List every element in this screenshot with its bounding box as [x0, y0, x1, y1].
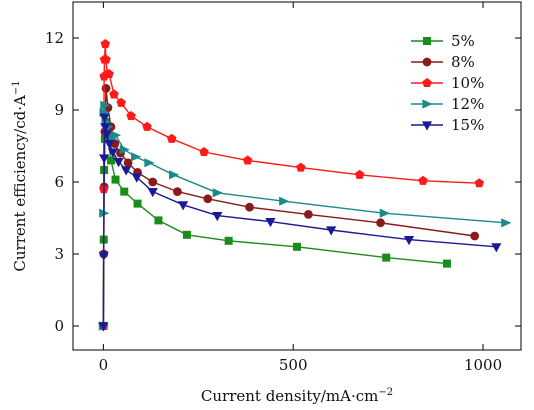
series-line	[102, 105, 506, 327]
y-tick-label: 0	[54, 317, 64, 335]
legend-marker	[423, 37, 431, 45]
data-point	[303, 210, 313, 219]
data-point	[99, 154, 110, 164]
data-point	[212, 188, 223, 198]
series-line	[102, 88, 475, 327]
data-point	[382, 253, 391, 262]
legend-marker	[422, 78, 432, 88]
plot-frame	[72, 1, 522, 351]
series-4	[98, 100, 512, 331]
data-point	[100, 39, 111, 49]
data-point	[120, 187, 129, 196]
data-point	[126, 111, 136, 121]
data-point	[107, 148, 118, 158]
data-point	[98, 251, 109, 261]
data-point	[166, 133, 177, 143]
data-point	[148, 177, 158, 187]
data-point	[147, 188, 158, 198]
data-point	[470, 231, 480, 241]
data-point	[109, 89, 119, 99]
data-point	[119, 145, 130, 155]
legend-marker	[421, 121, 433, 131]
data-point	[131, 152, 142, 162]
data-point	[123, 158, 133, 168]
legend-label: 15%	[451, 116, 484, 134]
y-tick-label: 12	[45, 29, 64, 47]
legend-marker	[422, 99, 433, 109]
data-point	[245, 202, 254, 212]
data-point	[279, 196, 290, 206]
x-axis-title: Current density/mA·cm−2	[201, 387, 393, 405]
data-point	[182, 230, 191, 239]
data-point	[326, 226, 337, 236]
x-tick-label: 500	[279, 356, 308, 374]
data-point	[106, 156, 115, 165]
data-point	[379, 208, 390, 218]
data-point	[474, 178, 484, 188]
data-point	[491, 243, 502, 253]
y-axis-title: Current efficiency/cd·A−1	[11, 80, 29, 271]
x-tick-label: 1000	[464, 356, 502, 374]
data-point	[212, 212, 223, 222]
y-tick-label: 6	[54, 173, 64, 191]
data-point	[116, 97, 126, 107]
series-5	[98, 113, 502, 332]
data-point	[100, 123, 111, 133]
legend-item: 5%	[411, 32, 475, 50]
y-tick-label: 3	[54, 245, 64, 263]
legend-item: 10%	[411, 74, 484, 92]
data-point	[199, 147, 209, 157]
series-layer	[98, 39, 512, 332]
data-point	[296, 162, 306, 172]
data-point	[104, 69, 114, 79]
legend-item: 15%	[411, 116, 484, 134]
data-point	[121, 166, 132, 176]
data-point	[98, 322, 109, 332]
data-point	[224, 236, 233, 245]
data-point	[154, 216, 163, 225]
data-point	[178, 201, 189, 211]
data-point	[142, 121, 152, 131]
data-point	[242, 155, 253, 165]
data-point	[265, 218, 276, 228]
legend-label: 8%	[451, 53, 475, 71]
legend: 5% 8% 10% 12% 15%	[411, 32, 484, 134]
data-point	[354, 169, 365, 179]
data-point	[293, 242, 301, 251]
data-point	[418, 175, 428, 185]
data-point	[99, 113, 110, 123]
x-tick-label: 0	[99, 356, 109, 374]
legend-label: 5%	[451, 32, 475, 50]
series-1	[99, 118, 451, 330]
axis-ticks: 0 500 1000 0 3 6 9 12	[45, 2, 521, 374]
data-point	[101, 130, 112, 140]
legend-label: 10%	[451, 74, 484, 92]
data-point	[442, 259, 451, 268]
data-point	[173, 187, 182, 197]
data-point	[110, 130, 122, 140]
data-point	[133, 199, 142, 208]
data-point	[104, 140, 115, 150]
data-point	[101, 54, 111, 64]
data-point	[501, 218, 512, 228]
legend-label: 12%	[451, 95, 484, 113]
data-point	[131, 173, 142, 183]
series-2	[98, 84, 480, 331]
data-point	[169, 170, 180, 180]
data-point	[203, 194, 213, 204]
y-tick-label: 9	[54, 101, 64, 119]
data-point	[403, 236, 415, 246]
legend-item: 12%	[411, 95, 484, 113]
data-point	[376, 218, 385, 228]
legend-marker	[422, 57, 432, 67]
data-point	[101, 84, 111, 93]
legend-item: 8%	[411, 53, 475, 71]
data-point	[100, 100, 111, 110]
data-point	[113, 158, 124, 168]
data-point	[111, 175, 120, 184]
data-point	[144, 158, 155, 168]
